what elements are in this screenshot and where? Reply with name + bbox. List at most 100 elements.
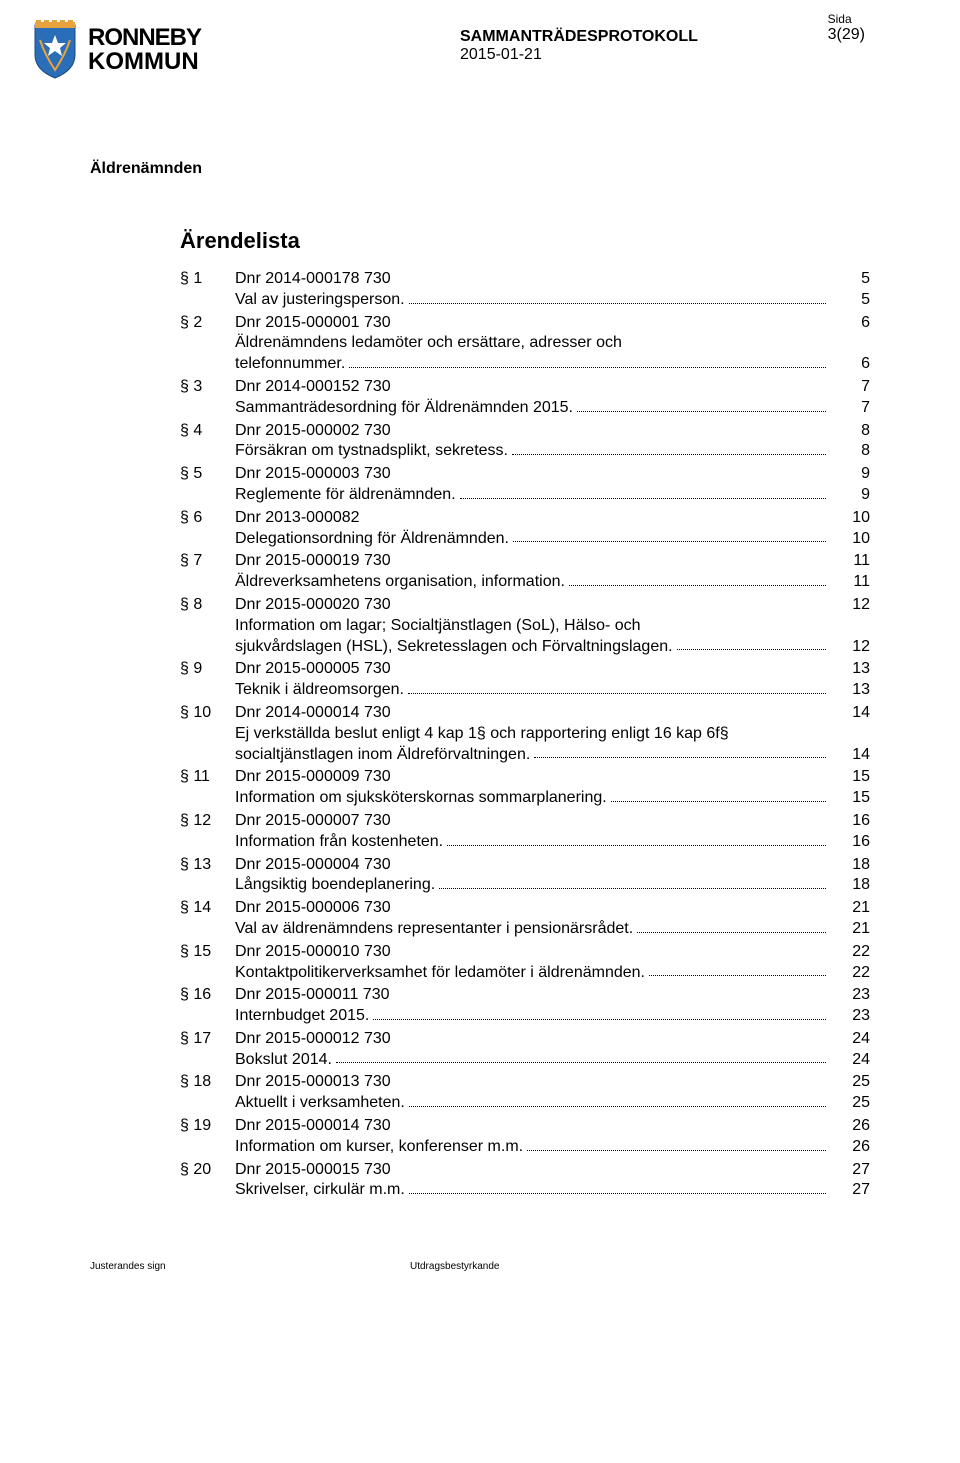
item-page: 10: [830, 508, 870, 529]
leader-dots: [349, 351, 826, 368]
item-desc-row: Skrivelser, cirkulär m.m.27: [180, 1180, 870, 1201]
item-page: 12: [830, 595, 870, 616]
header-center: SAMMANTRÄDESPROTOKOLL 2015-01-21: [460, 28, 698, 64]
footer-left: Justerandes sign: [90, 1261, 410, 1272]
item-desc-page: 13: [830, 680, 870, 701]
leader-dots: [577, 395, 826, 412]
item-page: 6: [830, 313, 870, 334]
item-desc-text: Äldreverksamhetens organisation, informa…: [235, 572, 565, 593]
item-desc-row: Reglemente för äldrenämnden.9: [180, 485, 870, 506]
leader-dots: [373, 1003, 826, 1020]
leader-dots: [439, 872, 826, 889]
leader-dots: [409, 1090, 826, 1107]
list-item: § 2Dnr 2015-000001 7306Äldrenämndens led…: [180, 313, 870, 375]
leader-dots: [460, 482, 826, 499]
item-desc-row: Information om sjuksköterskornas sommarp…: [180, 788, 870, 809]
item-section: § 6: [180, 508, 235, 529]
header-title: SAMMANTRÄDESPROTOKOLL: [460, 28, 698, 46]
item-desc-row: Val av justeringsperson. 5: [180, 290, 870, 311]
list-item: § 9Dnr 2015-000005 73013Teknik i äldreom…: [180, 659, 870, 701]
item-desc-page: 12: [830, 637, 870, 658]
content-area: Ärendelista § 1Dnr 2014-000178 7305Val a…: [180, 228, 870, 1201]
item-desc-page: 10: [830, 529, 870, 550]
item-section: § 14: [180, 898, 235, 919]
item-desc-page: 18: [830, 875, 870, 896]
item-desc-page: 6: [830, 354, 870, 375]
item-desc-text: Skrivelser, cirkulär m.m.: [235, 1180, 405, 1201]
item-desc-text: Information om lagar; Socialtjänstlagen …: [235, 616, 641, 637]
item-desc-text: Information från kostenheten.: [235, 832, 443, 853]
footer: Justerandes sign Utdragsbestyrkande: [90, 1261, 870, 1272]
list-item: § 5Dnr 2015-000003 7309Reglemente för äl…: [180, 464, 870, 506]
item-section: § 12: [180, 811, 235, 832]
item-page: 21: [830, 898, 870, 919]
item-desc-row: Val av äldrenämndens representanter i pe…: [180, 919, 870, 940]
item-section: § 16: [180, 985, 235, 1006]
leader-dots: [409, 287, 826, 304]
item-desc-row: Information från kostenheten.16: [180, 832, 870, 853]
item-desc-text: Långsiktig boendeplanering.: [235, 875, 435, 896]
item-page: 5: [830, 269, 870, 290]
item-desc-text: Aktuellt i verksamheten.: [235, 1093, 405, 1114]
item-desc-page: 5: [830, 290, 870, 311]
list-item: § 16Dnr 2015-000011 73023Internbudget 20…: [180, 985, 870, 1027]
item-page: 7: [830, 377, 870, 398]
leader-dots: [336, 1047, 826, 1064]
section-label: Äldrenämnden: [90, 160, 870, 178]
item-page: 8: [830, 421, 870, 442]
item-desc-row: Bokslut 2014.24: [180, 1050, 870, 1071]
item-desc-row: Teknik i äldreomsorgen. 13: [180, 680, 870, 701]
item-desc-row: Sammanträdesordning för Äldrenämnden 201…: [180, 398, 870, 419]
list-item: § 11Dnr 2015-000009 73015Information om …: [180, 767, 870, 809]
item-section: § 17: [180, 1029, 235, 1050]
item-desc-text: socialtjänstlagen inom Äldreförvaltninge…: [235, 745, 530, 766]
item-section: § 4: [180, 421, 235, 442]
leader-dots: [447, 829, 826, 846]
item-desc-page: 8: [830, 441, 870, 462]
item-desc-text: Information om kurser, konferenser m.m.: [235, 1137, 523, 1158]
leader-dots: [512, 438, 826, 455]
list-item: § 3Dnr 2014-000152 7307Sammanträdesordni…: [180, 377, 870, 419]
item-desc-page: 24: [830, 1050, 870, 1071]
item-desc-row: Äldreverksamhetens organisation, informa…: [180, 572, 870, 593]
item-section: § 15: [180, 942, 235, 963]
item-desc-page: 11: [830, 572, 870, 593]
item-desc-row: Information om kurser, konferenser m.m. 2…: [180, 1137, 870, 1158]
item-page: 9: [830, 464, 870, 485]
logo-shield-icon: [30, 20, 80, 80]
item-desc-row: Delegationsordning för Äldrenämnden.10: [180, 529, 870, 550]
item-desc-row: telefonnummer.6: [180, 354, 870, 375]
item-dnr: Dnr 2015-000020 730: [235, 595, 830, 616]
list-item: § 20Dnr 2015-000015 73027Skrivelser, cir…: [180, 1160, 870, 1202]
item-desc-text: Internbudget 2015.: [235, 1006, 369, 1027]
header-page-number: 3(29): [828, 26, 865, 44]
header-sida-label: Sida: [828, 12, 865, 26]
item-section: § 1: [180, 269, 235, 290]
item-dnr: Dnr 2014-000014 730: [235, 703, 830, 724]
list-item: § 6Dnr 2013-00008210Delegationsordning f…: [180, 508, 870, 550]
item-desc-row: sjukvårdslagen (HSL), Sekretesslagen och…: [180, 637, 870, 658]
list-item: § 12Dnr 2015-000007 73016Information frå…: [180, 811, 870, 853]
item-section: § 3: [180, 377, 235, 398]
leader-dots: [569, 569, 826, 586]
item-page: 18: [830, 855, 870, 876]
item-desc-text: Val av justeringsperson.: [235, 290, 405, 311]
leader-dots: [527, 1134, 826, 1151]
list-item: § 1Dnr 2014-000178 7305Val av justerings…: [180, 269, 870, 311]
item-section: § 2: [180, 313, 235, 334]
leader-dots: [513, 526, 826, 543]
item-desc-text: Teknik i äldreomsorgen.: [235, 680, 404, 701]
item-page: 26: [830, 1116, 870, 1137]
item-desc-page: 21: [830, 919, 870, 940]
item-page: 25: [830, 1072, 870, 1093]
logo-text-top: RONNEBY: [88, 26, 201, 50]
list-item: § 19Dnr 2015-000014 73026Information om …: [180, 1116, 870, 1158]
leader-dots: [649, 960, 826, 977]
item-desc-page: 7: [830, 398, 870, 419]
item-desc-row: Kontaktpolitikerverksamhet för ledamöter…: [180, 963, 870, 984]
item-section: § 7: [180, 551, 235, 572]
list-item: § 18Dnr 2015-000013 73025Aktuellt i verk…: [180, 1072, 870, 1114]
item-page: 27: [830, 1160, 870, 1181]
item-section: § 8: [180, 595, 235, 616]
item-desc-page: 26: [830, 1137, 870, 1158]
